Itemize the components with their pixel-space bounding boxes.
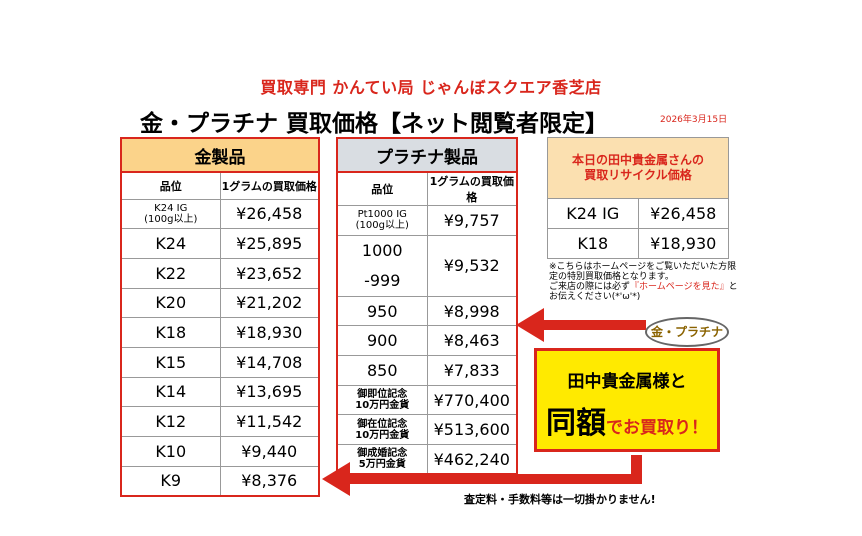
price-cell: ¥462,240: [426, 444, 518, 475]
table-row: 御在位記念 10万円金貨 ¥513,600: [336, 414, 518, 446]
grade-cell: 950: [336, 295, 428, 327]
platinum-table-title: プラチナ製品: [336, 137, 518, 173]
price-cell: ¥9,757: [426, 205, 518, 236]
grade-cell: K9: [120, 465, 221, 497]
coin-name-cell: 御即位記念 10万円金貨: [336, 384, 428, 416]
grade-cell: K12: [120, 406, 221, 437]
date-label: 2026年3月15日: [660, 115, 728, 125]
arrow-to-platinum-900: [516, 308, 646, 342]
grade-cell: K18: [547, 228, 639, 259]
grade-cell: 900: [336, 325, 428, 357]
price-cell: ¥770,400: [426, 384, 518, 416]
table-row: 950 ¥8,998: [336, 295, 518, 327]
price-cell: ¥9,532: [426, 234, 518, 297]
price-cell: ¥26,458: [637, 198, 729, 229]
grade-cell: Pt1000 IG (100g以上): [336, 205, 428, 236]
table-row: K24 IG ¥26,458: [547, 198, 729, 229]
table-row: K18 ¥18,930: [120, 317, 320, 348]
tanaka-table-title: 本日の田中貴金属さんの 買取リサイクル価格: [547, 137, 729, 199]
gold-col-grade: 品位: [120, 171, 221, 200]
table-row: Pt1000 IG (100g以上) ¥9,757: [336, 205, 518, 236]
callout-big-text: 同額: [546, 406, 606, 441]
price-cell: ¥13,695: [219, 376, 320, 408]
table-row: K12 ¥11,542: [120, 406, 320, 437]
page-title: 金・プラチナ 買取価格【ネット閲覧者限定】: [140, 111, 609, 137]
grade-cell: K24 IG (100g以上): [120, 198, 221, 230]
gold-col-price: 1グラムの買取価格: [219, 171, 320, 200]
grade-cell: 850: [336, 355, 428, 386]
price-cell: ¥25,895: [219, 228, 320, 259]
table-row: 900 ¥8,463: [336, 325, 518, 357]
table-row: K14 ¥13,695: [120, 376, 320, 408]
price-cell: ¥21,202: [219, 287, 320, 319]
tanaka-price-table: 本日の田中貴金属さんの 買取リサイクル価格 K24 IG ¥26,458 K18 ¥1…: [547, 137, 729, 259]
grade-cell: 1000 -999: [336, 234, 428, 297]
table-row: K15 ¥14,708: [120, 346, 320, 378]
note-text: ※こちらはホームページをご覧いただいた方限定の特別買取価格となります。 ご来店の…: [549, 262, 738, 302]
price-cell: ¥8,376: [219, 465, 320, 497]
gold-platinum-bubble: 金・プラチナ: [645, 317, 729, 347]
grade-cell: K22: [120, 257, 221, 289]
price-cell: ¥26,458: [219, 198, 320, 230]
grade-cell: K15: [120, 346, 221, 378]
table-row: 御即位記念 10万円金貨 ¥770,400: [336, 384, 518, 416]
table-row: K18 ¥18,930: [547, 228, 729, 259]
platinum-col-price: 1グラムの買取価格: [426, 171, 518, 206]
gold-price-table: 金製品 品位 1グラムの買取価格 K24 IG (100g以上) ¥26,458 …: [120, 137, 320, 497]
price-cell: ¥11,542: [219, 406, 320, 437]
gold-table-title: 金製品: [120, 137, 320, 173]
platinum-col-grade: 品位: [336, 171, 428, 206]
price-cell: ¥23,652: [219, 257, 320, 289]
footer-note: 査定料・手数料等は一切掛かりません!: [464, 493, 656, 506]
price-cell: ¥8,998: [426, 295, 518, 327]
table-row: K9 ¥8,376: [120, 465, 320, 497]
price-cell: ¥513,600: [426, 414, 518, 446]
price-cell: ¥8,463: [426, 325, 518, 357]
callout-rest-text: でお買取り！: [606, 418, 708, 438]
arrow-to-gold-k9: [322, 455, 642, 496]
table-row: K20 ¥21,202: [120, 287, 320, 319]
callout-line1: 田中貴金属様と: [567, 372, 687, 392]
price-cell: ¥18,930: [219, 317, 320, 348]
table-row: K22 ¥23,652: [120, 257, 320, 289]
table-row: K24 ¥25,895: [120, 228, 320, 259]
table-row: K24 IG (100g以上) ¥26,458: [120, 198, 320, 230]
grade-cell: K24 IG: [547, 198, 639, 229]
store-name: 買取専門 かんてい局 じゃんぼスクエア香芝店: [260, 78, 602, 97]
grade-cell: K18: [120, 317, 221, 348]
same-price-callout: 田中貴金属様と 同額でお買取り！: [534, 348, 720, 452]
coin-name-cell: 御在位記念 10万円金貨: [336, 414, 428, 446]
coin-name-cell: 御成婚記念 5万円金貨: [336, 444, 428, 475]
table-row: 御成婚記念 5万円金貨 ¥462,240: [336, 444, 518, 475]
platinum-price-table: プラチナ製品 品位 1グラムの買取価格 Pt1000 IG (100g以上) ¥9…: [336, 137, 518, 476]
price-cell: ¥18,930: [637, 228, 729, 259]
price-cell: ¥14,708: [219, 346, 320, 378]
